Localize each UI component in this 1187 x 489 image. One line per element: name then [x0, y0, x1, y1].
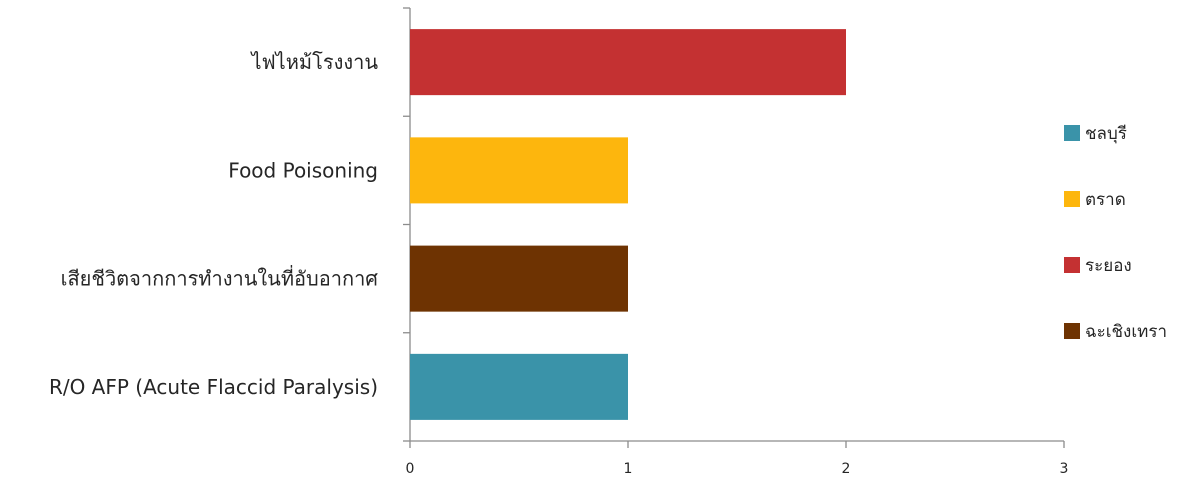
legend-item: ตราด [1064, 190, 1126, 210]
category-label: ไฟไหม้โรงงาน [249, 50, 378, 74]
x-tick-label: 2 [842, 461, 851, 477]
legend-label: ฉะเชิงเทรา [1085, 322, 1167, 342]
x-tick-label: 1 [624, 461, 633, 477]
legend-swatch [1064, 323, 1080, 339]
legend-item: ฉะเชิงเทรา [1064, 322, 1167, 342]
category-label: R/O AFP (Acute Flaccid Paralysis) [49, 375, 378, 399]
legend-swatch [1064, 191, 1080, 207]
bar [410, 137, 628, 204]
legend-label: ตราด [1085, 190, 1126, 210]
bar [410, 353, 628, 420]
legend-item: ชลบุรี [1064, 124, 1127, 144]
x-tick-label: 3 [1060, 461, 1069, 477]
bar [410, 245, 628, 312]
legend-label: ชลบุรี [1085, 124, 1127, 144]
x-tick-label: 0 [406, 461, 415, 477]
legend-label: ระยอง [1085, 256, 1132, 276]
legend-item: ระยอง [1064, 256, 1132, 276]
category-labels: ไฟไหม้โรงงาน Food Poisoning เสียชีวิตจากกา… [49, 50, 378, 399]
legend-swatch [1064, 125, 1080, 141]
x-tick-labels: 0 1 2 3 [406, 461, 1069, 477]
legend-swatch [1064, 257, 1080, 273]
category-label: Food Poisoning [228, 158, 378, 182]
category-label: เสียชีวิตจากการทำงานในที่อับอากาศ [61, 265, 379, 291]
bar [410, 29, 846, 96]
bars [410, 29, 846, 420]
